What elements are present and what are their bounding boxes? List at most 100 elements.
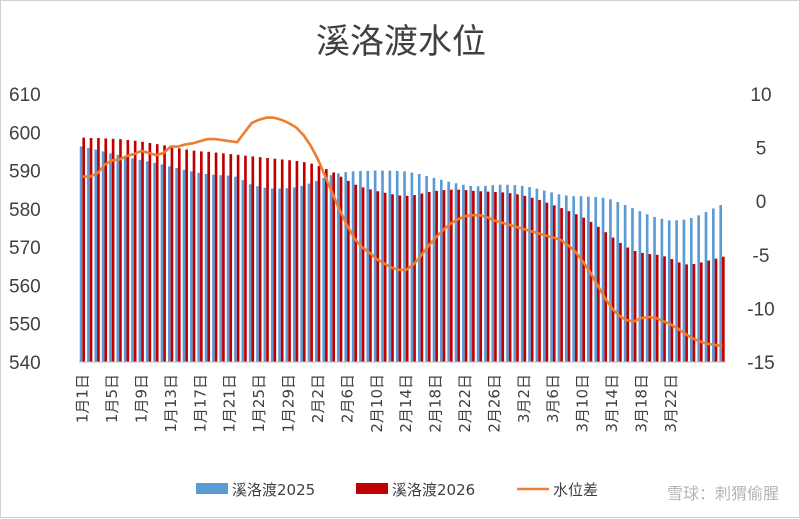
bar-2026 [229, 154, 233, 362]
bar-2026 [486, 191, 490, 362]
bar-2025 [564, 195, 568, 362]
bar-2025 [638, 211, 642, 362]
bar-2025 [182, 169, 186, 362]
x-tick-label: 1月5日 [103, 374, 121, 423]
bar-2025 [197, 172, 201, 362]
bar-2025 [160, 164, 164, 362]
x-tick-label: 1月17日 [191, 374, 209, 433]
bar-2025 [609, 199, 612, 362]
bar-2026 [163, 145, 166, 362]
bar-2026 [339, 176, 343, 362]
bar-2026 [347, 180, 350, 362]
bar-2026 [692, 263, 696, 362]
x-tick-label: 1月21日 [221, 374, 239, 433]
bar-2025 [270, 188, 274, 362]
bar-2026 [325, 169, 328, 362]
bar-2026 [332, 172, 336, 362]
bar-2025 [307, 183, 311, 362]
bar-2026 [648, 254, 652, 362]
bar-2026 [663, 256, 666, 362]
bar-2025 [712, 208, 715, 362]
y-tick-label: 580 [9, 200, 41, 221]
bar-2025 [366, 170, 370, 362]
bar-2026 [420, 193, 424, 362]
bar-2026 [398, 195, 402, 362]
bar-2026 [251, 156, 255, 362]
legend-label: 溪洛渡2026 [392, 481, 475, 499]
bar-2025 [520, 185, 524, 362]
bar-2026 [273, 158, 277, 362]
bar-2025 [381, 170, 384, 362]
y2-tick-label: 0 [756, 192, 767, 213]
bar-2026 [177, 148, 181, 362]
bar-2026 [104, 138, 108, 362]
legend-swatch [196, 483, 228, 494]
bar-2026 [589, 221, 593, 362]
bar-2025 [631, 208, 634, 362]
y-axis-right: 10 5 0 -5 -10 -15 [747, 85, 774, 374]
bar-2025 [116, 154, 120, 362]
bar-2026 [479, 191, 483, 362]
bar-2026 [383, 192, 387, 362]
bar-2025 [234, 176, 237, 362]
bar-2026 [155, 144, 159, 362]
y-tick-label: 570 [9, 238, 41, 259]
y-tick-label: 600 [9, 123, 41, 144]
y2-tick-label: 5 [756, 139, 767, 160]
bar-2025 [248, 184, 252, 362]
bar-2025 [557, 194, 561, 362]
bar-2026 [611, 237, 615, 362]
bar-2025 [322, 177, 326, 362]
bar-2026 [435, 190, 438, 362]
x-tick-label: 1月13日 [162, 374, 180, 433]
bar-2026 [148, 143, 152, 362]
y-axis-left: 610 600 590 580 570 560 550 540 [9, 85, 41, 374]
bar-2025 [204, 174, 208, 362]
bar-2026 [655, 254, 659, 362]
bar-2026 [545, 202, 549, 362]
bar-2025 [285, 188, 289, 362]
bar-2025 [645, 214, 649, 362]
bar-2025 [79, 146, 83, 362]
bar-2026 [207, 151, 211, 362]
bar-2025 [219, 175, 223, 362]
bar-2026 [89, 138, 93, 362]
bar-2026 [141, 141, 144, 362]
bar-2025 [123, 156, 127, 362]
bar-2026 [442, 190, 446, 362]
bar-2025 [417, 174, 421, 362]
bar-2025 [329, 175, 333, 362]
bar-2026 [288, 160, 291, 362]
bar-2026 [258, 157, 262, 362]
bar-2026 [236, 154, 240, 362]
y2-tick-label: -5 [753, 246, 770, 267]
bar-2026 [530, 197, 534, 362]
bar-2025 [212, 174, 215, 362]
bar-2026 [170, 146, 174, 362]
bar-2025 [175, 167, 178, 362]
x-tick-label: 3月10日 [574, 374, 592, 433]
bar-2025 [675, 220, 678, 362]
x-axis: 1月1日 1月5日 1月9日 1月13日 1月17日 1月21日 1月25日 1月29日 2月2… [74, 361, 726, 433]
bar-2026 [82, 137, 86, 362]
bar-2025 [682, 219, 686, 362]
bar-2025 [462, 184, 465, 362]
bar-2026 [677, 262, 681, 362]
bar-2026 [354, 184, 358, 362]
line-diff [82, 116, 723, 348]
bar-2026 [192, 150, 196, 362]
bar-2026 [552, 205, 556, 362]
bar-2025 [403, 171, 406, 362]
bar-2026 [516, 194, 519, 362]
bar-2026 [472, 190, 475, 362]
y2-tick-label: 10 [750, 85, 771, 106]
bar-2025 [667, 220, 671, 362]
bar-2025 [241, 180, 245, 362]
bar-2025 [601, 197, 605, 362]
watermark-text: 雪球：刺猬偷腥 [667, 484, 779, 503]
y2-tick-label: -15 [747, 353, 774, 374]
bar-2026 [376, 191, 380, 362]
bar-2025 [292, 187, 296, 362]
x-tick-label: 2月22日 [456, 374, 474, 433]
x-tick-label: 1月9日 [133, 374, 151, 423]
